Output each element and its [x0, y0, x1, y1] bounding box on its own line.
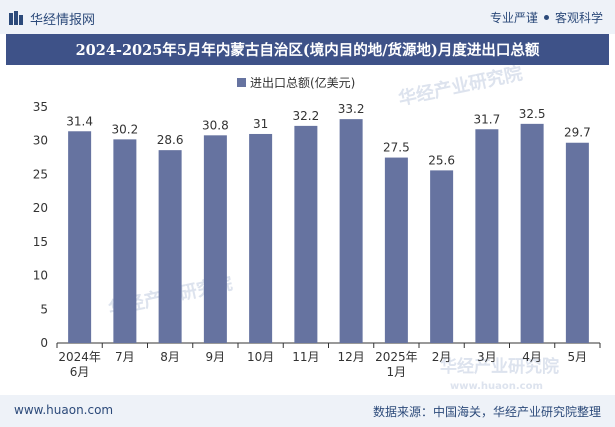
- data-label: 27.5: [383, 141, 410, 155]
- bar: [68, 131, 92, 343]
- brand-name: 华经情报网: [30, 12, 96, 28]
- top-bar: 华经情报网 专业严谨 客观科学: [0, 0, 615, 34]
- data-label: 25.6: [428, 153, 455, 167]
- data-label: 30.2: [112, 122, 139, 136]
- footer-source: 数据来源：中国海关，华经产业研究院整理: [372, 405, 601, 419]
- slogan-left: 专业严谨: [489, 11, 538, 25]
- y-tick-label: 35: [33, 100, 48, 114]
- data-label: 31.7: [474, 112, 501, 126]
- bar: [158, 150, 182, 343]
- bar-chart: 华经产业研究院华经产业研究院华经产业研究院www.huaon.com进出口总额(…: [33, 65, 601, 392]
- footer: www.huaon.com 数据来源：中国海关，华经产业研究院整理: [0, 395, 615, 427]
- y-tick-label: 15: [33, 235, 48, 249]
- data-label: 28.6: [157, 133, 184, 147]
- data-label: 31.4: [66, 114, 93, 128]
- data-label: 31: [253, 117, 268, 131]
- legend-swatch: [237, 78, 246, 87]
- slogan-right: 客观科学: [554, 11, 603, 25]
- chart-title: 2024-2025年5月年内蒙古自治区(境内目的地/货源地)月度进出口总额: [6, 34, 609, 65]
- bar: [339, 119, 363, 343]
- bar-chart-logo-icon: [9, 11, 23, 25]
- x-tick-label: 9月: [206, 350, 226, 364]
- brand: 华经情报网: [8, 9, 96, 28]
- x-tick-label: 1月: [387, 365, 407, 379]
- x-tick-label: 2025年: [375, 350, 418, 364]
- watermark-text: 华经产业研究院: [396, 65, 524, 110]
- bar: [294, 125, 318, 343]
- footer-website: www.huaon.com: [14, 403, 114, 417]
- slogan: 专业严谨 客观科学: [490, 9, 603, 26]
- bar: [113, 139, 137, 343]
- bar: [384, 157, 408, 343]
- x-tick-label: 10月: [247, 350, 274, 364]
- x-tick-label: 5月: [568, 350, 588, 364]
- y-tick-label: 5: [40, 302, 48, 316]
- legend-label: 进出口总额(亿美元): [250, 75, 355, 90]
- data-label: 33.2: [338, 102, 365, 116]
- x-tick-label: 7月: [115, 350, 135, 364]
- dot-separator-icon: [543, 15, 549, 20]
- x-tick-label: 3月: [477, 350, 497, 364]
- bar: [475, 129, 499, 343]
- bar: [249, 133, 273, 343]
- x-tick-label: 11月: [292, 350, 319, 364]
- y-tick-label: 20: [33, 201, 48, 215]
- watermark-text: 华经产业研究院: [440, 356, 559, 377]
- y-tick-label: 10: [33, 269, 48, 283]
- data-label: 32.2: [293, 109, 320, 123]
- x-tick-label: 2024年: [58, 350, 101, 364]
- bar: [203, 135, 227, 343]
- x-tick-label: 2月: [432, 350, 452, 364]
- x-tick-label: 8月: [160, 350, 180, 364]
- bar: [430, 170, 454, 343]
- data-label: 32.5: [519, 107, 546, 121]
- data-label: 29.7: [564, 126, 591, 140]
- x-tick-label: 4月: [522, 350, 542, 364]
- y-tick-label: 30: [33, 134, 48, 148]
- y-tick-label: 0: [40, 336, 48, 350]
- bar: [520, 123, 544, 343]
- x-tick-label: 12月: [337, 350, 364, 364]
- x-tick-label: 6月: [70, 365, 90, 379]
- data-label: 30.8: [202, 118, 229, 132]
- bar: [565, 142, 589, 343]
- watermark-site: www.huaon.com: [450, 381, 543, 392]
- y-tick-label: 25: [33, 167, 48, 181]
